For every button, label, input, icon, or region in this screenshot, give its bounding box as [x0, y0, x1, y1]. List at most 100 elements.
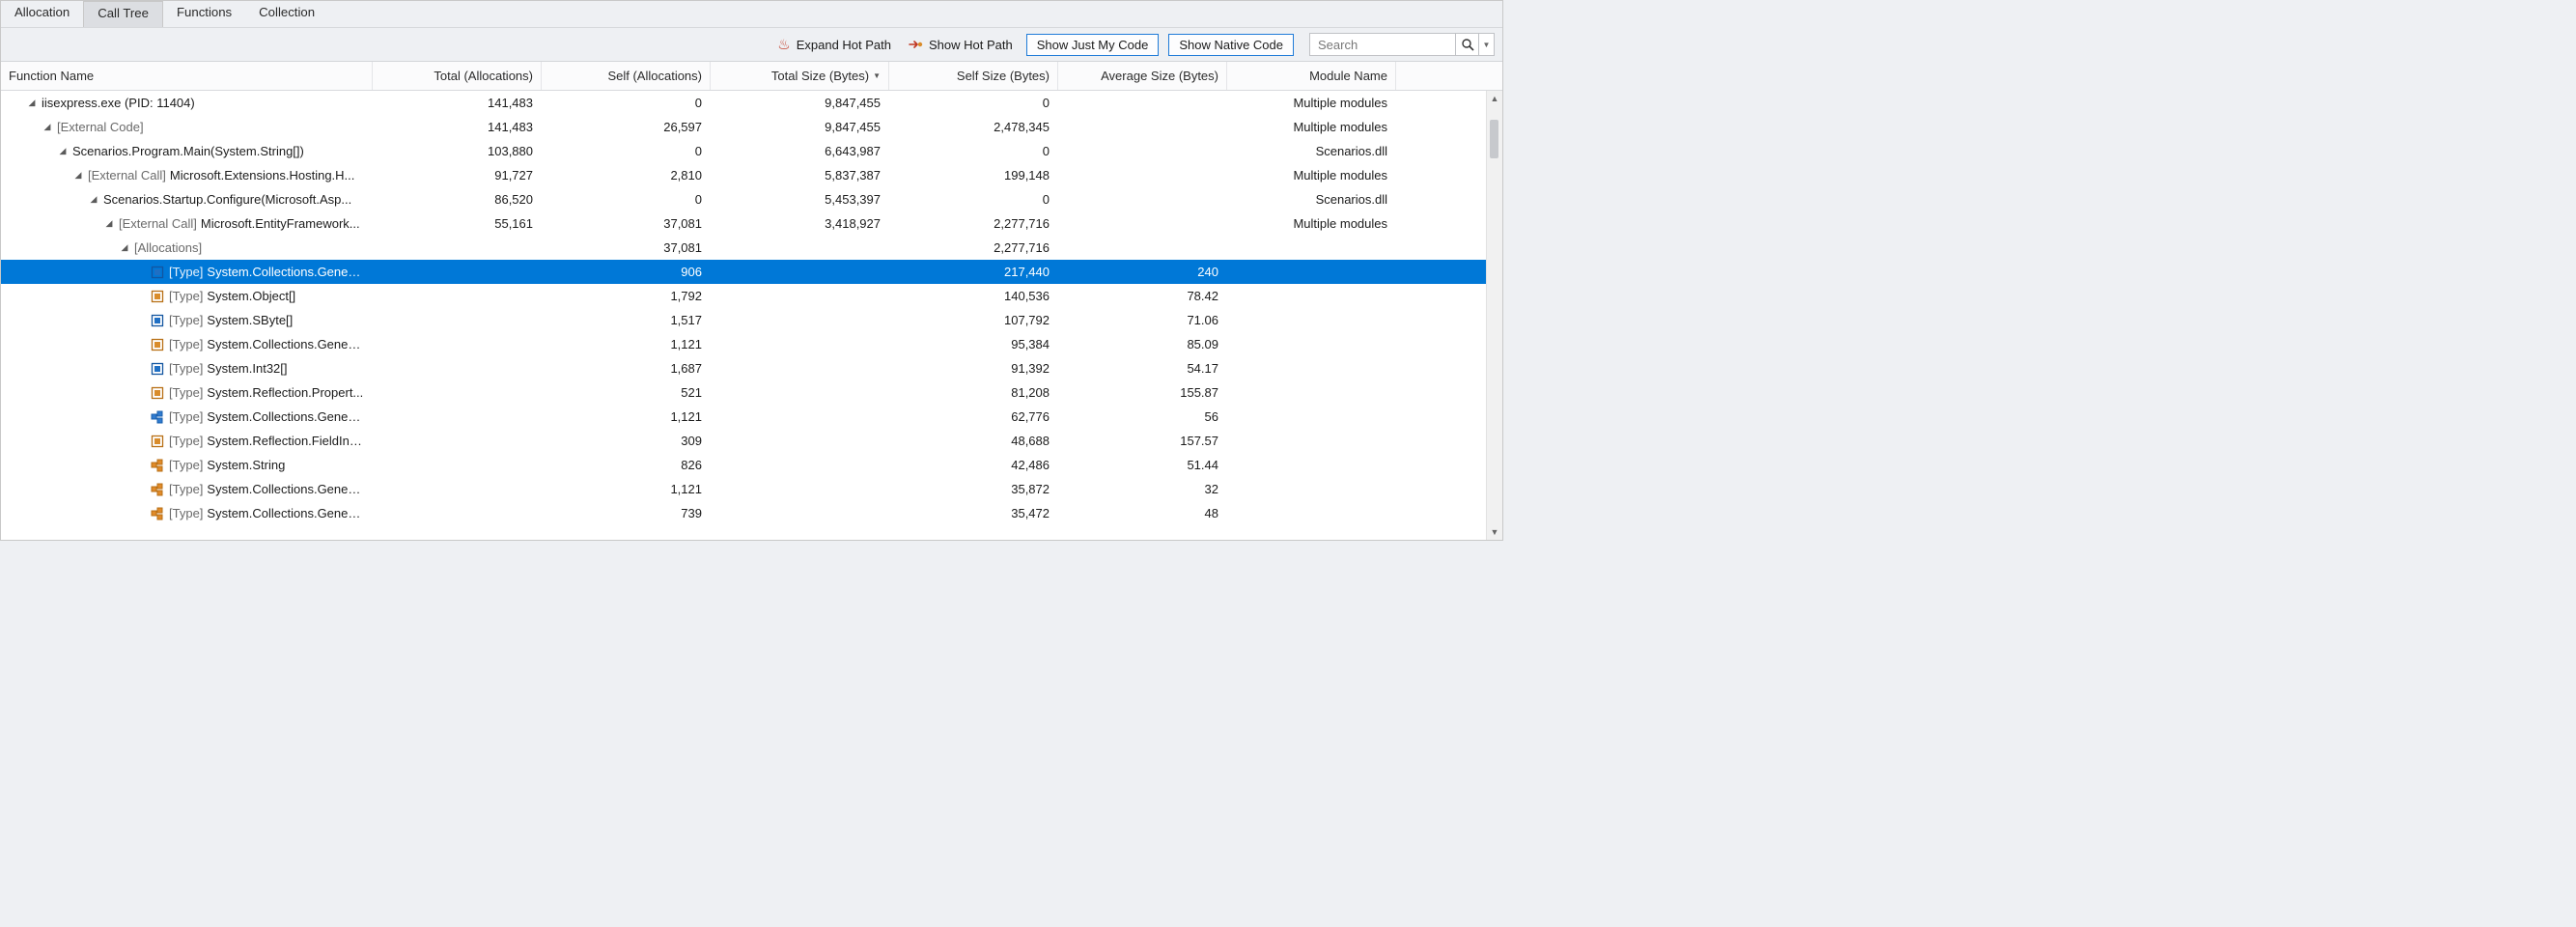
sort-indicator-icon: ▼ [873, 71, 881, 80]
cell-self-size: 35,472 [889, 501, 1058, 525]
cell-total-size [711, 405, 889, 429]
cell-self-alloc: 1,792 [542, 284, 711, 308]
cell-module [1227, 405, 1396, 429]
cell-module: Multiple modules [1227, 211, 1396, 236]
expander-icon[interactable]: ◢ [88, 194, 99, 206]
col-total-alloc[interactable]: Total (Allocations) [373, 62, 542, 90]
row-label: System.Object[] [207, 289, 295, 303]
cell-function-name: ◢[Allocations] [1, 236, 373, 260]
table-row[interactable]: ◢ Scenarios.Startup.Configure(Microsoft.A… [1, 187, 1502, 211]
search-input[interactable] [1310, 36, 1455, 54]
cell-module [1227, 477, 1396, 501]
table-row[interactable]: [Type] System.Collections.Generi...73935… [1, 501, 1502, 525]
type-icon [150, 265, 165, 280]
cell-module [1227, 453, 1396, 477]
table-row[interactable]: ◢[External Call] Microsoft.EntityFramewo… [1, 211, 1502, 236]
col-self-alloc[interactable]: Self (Allocations) [542, 62, 711, 90]
col-avg-size[interactable]: Average Size (Bytes) [1058, 62, 1227, 90]
cell-module [1227, 260, 1396, 284]
cell-function-name: ◢[External Call] Microsoft.EntityFramewo… [1, 211, 373, 236]
cell-self-size: 62,776 [889, 405, 1058, 429]
show-native-code-button[interactable]: Show Native Code [1168, 34, 1294, 56]
cell-self-alloc: 26,597 [542, 115, 711, 139]
expander-icon[interactable]: ◢ [42, 122, 53, 133]
expander-icon[interactable]: ◢ [72, 170, 84, 182]
cell-function-name: ◢[External Call] Microsoft.Extensions.Ho… [1, 163, 373, 187]
cell-total-size [711, 477, 889, 501]
cell-module [1227, 236, 1396, 260]
cell-self-size: 35,872 [889, 477, 1058, 501]
table-row[interactable]: ◢[Allocations]37,0812,277,716 [1, 236, 1502, 260]
vertical-scrollbar[interactable]: ▲ ▼ [1486, 91, 1502, 540]
cell-self-alloc: 309 [542, 429, 711, 453]
cell-total-alloc: 86,520 [373, 187, 542, 211]
row-label: Scenarios.Startup.Configure(Microsoft.As… [103, 192, 351, 207]
scroll-down-icon[interactable]: ▼ [1491, 524, 1499, 540]
scroll-thumb[interactable] [1490, 120, 1498, 158]
cell-total-size [711, 429, 889, 453]
cell-total-alloc [373, 260, 542, 284]
row-label: System.Collections.Generi... [207, 265, 364, 279]
type-icon [150, 458, 165, 473]
col-self-size[interactable]: Self Size (Bytes) [889, 62, 1058, 90]
cell-avg-size: 56 [1058, 405, 1227, 429]
tab-allocation[interactable]: Allocation [1, 1, 83, 27]
table-row[interactable]: [Type] System.Collections.Generi...1,121… [1, 477, 1502, 501]
cell-self-alloc: 2,810 [542, 163, 711, 187]
cell-module [1227, 308, 1396, 332]
expand-hot-path-link[interactable]: ♨ Expand Hot Path [773, 36, 895, 54]
cell-self-alloc: 906 [542, 260, 711, 284]
cell-total-alloc [373, 332, 542, 356]
cell-self-size: 42,486 [889, 453, 1058, 477]
profiler-panel: Allocation Call Tree Functions Collectio… [0, 0, 1503, 541]
table-row[interactable]: [Type] System.Reflection.FieldInfo[]3094… [1, 429, 1502, 453]
cell-total-size: 5,453,397 [711, 187, 889, 211]
expander-icon[interactable]: ◢ [119, 242, 130, 254]
row-label: System.Collections.Generi... [207, 482, 364, 496]
row-label: System.Reflection.Propert... [207, 385, 363, 400]
show-just-my-code-button[interactable]: Show Just My Code [1026, 34, 1160, 56]
table-row[interactable]: [Type] System.SByte[]1,517107,79271.06 [1, 308, 1502, 332]
type-icon [150, 434, 165, 449]
table-row[interactable]: [Type] System.Int32[]1,68791,39254.17 [1, 356, 1502, 380]
table-row[interactable]: ◢Scenarios.Program.Main(System.String[])… [1, 139, 1502, 163]
tab-functions[interactable]: Functions [163, 1, 245, 27]
table-row[interactable]: [Type] System.Collections.Generi...90621… [1, 260, 1502, 284]
cell-function-name: [Type] System.Collections.Generi... [1, 405, 373, 429]
show-hot-path-label: Show Hot Path [929, 38, 1013, 52]
col-function-name[interactable]: Function Name [1, 62, 373, 90]
cell-self-alloc: 37,081 [542, 236, 711, 260]
table-row[interactable]: [Type] System.Collections.Generi...1,121… [1, 405, 1502, 429]
table-row[interactable]: [Type] System.Collections.Generi...1,121… [1, 332, 1502, 356]
tab-collection[interactable]: Collection [245, 1, 328, 27]
cell-module [1227, 356, 1396, 380]
flame-arrow-icon [909, 39, 923, 50]
cell-self-alloc: 0 [542, 91, 711, 115]
col-total-size[interactable]: Total Size (Bytes)▼ [711, 62, 889, 90]
table-row[interactable]: ◢iisexpress.exe (PID: 11404)141,48309,84… [1, 91, 1502, 115]
cell-total-alloc [373, 453, 542, 477]
table-row[interactable]: ◢[External Call] Microsoft.Extensions.Ho… [1, 163, 1502, 187]
table-row[interactable]: [Type] System.Reflection.Propert...52181… [1, 380, 1502, 405]
cell-function-name: [Type] System.SByte[] [1, 308, 373, 332]
search-button[interactable] [1455, 34, 1478, 55]
search-dropdown[interactable]: ▼ [1478, 34, 1494, 55]
expander-icon[interactable]: ◢ [103, 218, 115, 230]
cell-total-size [711, 356, 889, 380]
show-hot-path-link[interactable]: Show Hot Path [905, 36, 1017, 54]
flame-icon: ♨ [777, 38, 790, 52]
expander-icon[interactable]: ◢ [57, 146, 69, 157]
toolbar: ♨ Expand Hot Path Show Hot Path Show Jus… [1, 28, 1502, 61]
grid-body[interactable]: ◢iisexpress.exe (PID: 11404)141,48309,84… [1, 91, 1502, 540]
col-module[interactable]: Module Name [1227, 62, 1396, 90]
cell-self-size: 81,208 [889, 380, 1058, 405]
table-row[interactable]: [Type] System.Object[]1,792140,53678.42 [1, 284, 1502, 308]
cell-module [1227, 284, 1396, 308]
table-row[interactable]: [Type] System.String82642,48651.44 [1, 453, 1502, 477]
table-row[interactable]: ◢[External Code]141,48326,5979,847,4552,… [1, 115, 1502, 139]
scroll-up-icon[interactable]: ▲ [1491, 91, 1499, 106]
tab-call-tree[interactable]: Call Tree [83, 1, 163, 27]
cell-total-alloc [373, 284, 542, 308]
expander-icon[interactable]: ◢ [26, 98, 38, 109]
row-label: System.Reflection.FieldInfo[] [207, 434, 364, 448]
